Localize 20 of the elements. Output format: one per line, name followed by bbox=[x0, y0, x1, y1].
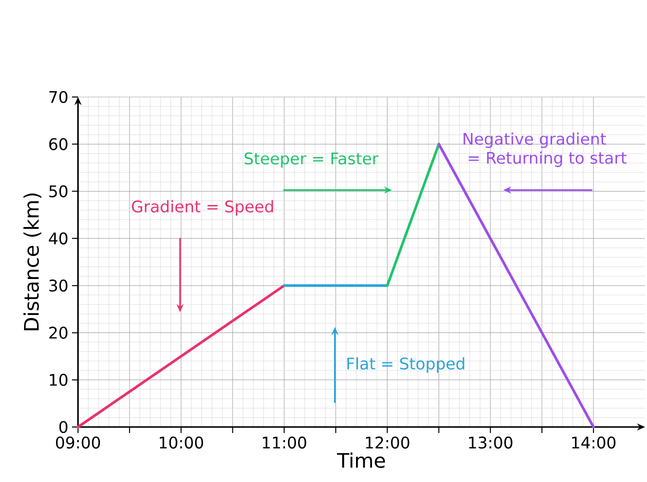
y-tick-label: 0 bbox=[59, 420, 68, 434]
x-tick-label: 13:00 bbox=[469, 436, 512, 449]
x-axis-title: Time bbox=[336, 452, 385, 468]
x-tick-label: 12:00 bbox=[366, 436, 410, 449]
annotation: Negative gradient = Returning to start bbox=[464, 132, 627, 167]
y-tick-label: 40 bbox=[48, 232, 68, 244]
x-tick-label: 10:00 bbox=[160, 436, 204, 449]
y-tick-label: 20 bbox=[49, 326, 68, 339]
y-tick-label: 10 bbox=[50, 374, 68, 386]
x-tick-label: 14:00 bbox=[572, 436, 616, 449]
y-tick-label: 70 bbox=[49, 90, 68, 104]
annotation: Steeper = Faster bbox=[244, 152, 378, 168]
y-axis-title: Distance (km) bbox=[23, 194, 42, 330]
x-tick-label: 09:00 bbox=[56, 436, 100, 449]
y-tick-label: 50 bbox=[49, 185, 68, 198]
x-tick-label: 11:00 bbox=[262, 436, 306, 449]
y-tick-label: 30 bbox=[49, 280, 68, 292]
y-tick-label: 60 bbox=[49, 138, 68, 150]
annotation: Gradient = Speed bbox=[132, 200, 273, 216]
annotation: Flat = Stopped bbox=[347, 357, 464, 373]
